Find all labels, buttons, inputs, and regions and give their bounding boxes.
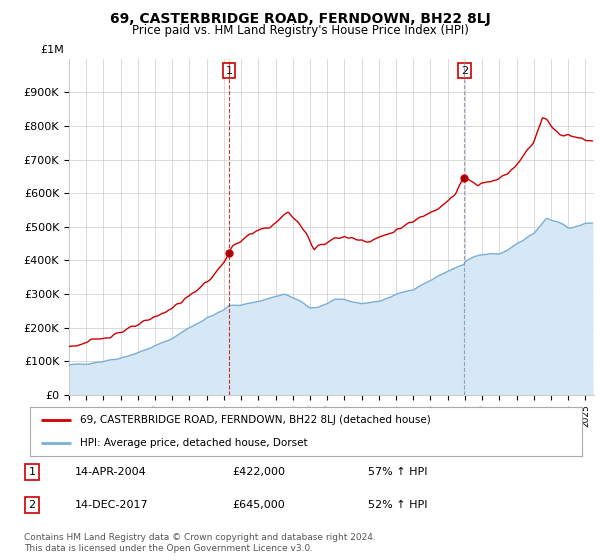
Text: 69, CASTERBRIDGE ROAD, FERNDOWN, BH22 8LJ: 69, CASTERBRIDGE ROAD, FERNDOWN, BH22 8L…	[110, 12, 490, 26]
Text: HPI: Average price, detached house, Dorset: HPI: Average price, detached house, Dors…	[80, 438, 307, 448]
Text: Price paid vs. HM Land Registry's House Price Index (HPI): Price paid vs. HM Land Registry's House …	[131, 24, 469, 37]
Text: This data is licensed under the Open Government Licence v3.0.: This data is licensed under the Open Gov…	[24, 544, 313, 553]
Text: 69, CASTERBRIDGE ROAD, FERNDOWN, BH22 8LJ (detached house): 69, CASTERBRIDGE ROAD, FERNDOWN, BH22 8L…	[80, 416, 430, 426]
Text: 1: 1	[226, 66, 232, 76]
Text: 14-APR-2004: 14-APR-2004	[74, 467, 146, 477]
Text: 2: 2	[461, 66, 468, 76]
Text: 57% ↑ HPI: 57% ↑ HPI	[368, 467, 427, 477]
Text: £645,000: £645,000	[232, 500, 285, 510]
Text: 52% ↑ HPI: 52% ↑ HPI	[368, 500, 427, 510]
Text: 2: 2	[29, 500, 35, 510]
Text: £1M: £1M	[40, 45, 64, 55]
Text: £422,000: £422,000	[232, 467, 286, 477]
Text: Contains HM Land Registry data © Crown copyright and database right 2024.: Contains HM Land Registry data © Crown c…	[24, 533, 376, 542]
Text: 14-DEC-2017: 14-DEC-2017	[74, 500, 148, 510]
Text: 1: 1	[29, 467, 35, 477]
